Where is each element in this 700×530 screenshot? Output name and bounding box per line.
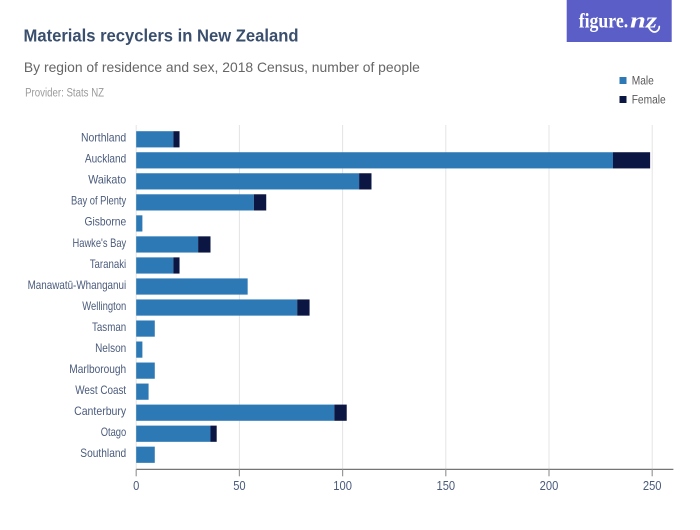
svg-text:Provider: Stats NZ: Provider: Stats NZ: [25, 88, 104, 100]
svg-text:Canterbury: Canterbury: [74, 404, 126, 418]
svg-text:By region of residence and sex: By region of residence and sex, 2018 Cen…: [24, 59, 420, 75]
svg-text:Gisborne: Gisborne: [85, 215, 127, 229]
svg-text:150: 150: [436, 478, 455, 493]
svg-text:West Coast: West Coast: [75, 383, 127, 397]
svg-text:Otago: Otago: [101, 425, 127, 439]
svg-text:Waikato: Waikato: [88, 173, 126, 187]
svg-text:50: 50: [233, 478, 246, 493]
svg-text:Marlborough: Marlborough: [69, 362, 126, 376]
svg-text:100: 100: [333, 478, 352, 493]
svg-text:Southland: Southland: [80, 446, 126, 460]
svg-text:Wellington: Wellington: [82, 299, 126, 313]
svg-text:200: 200: [540, 478, 559, 493]
svg-text:Nelson: Nelson: [95, 341, 126, 355]
svg-text:0: 0: [133, 478, 139, 493]
svg-text:Taranaki: Taranaki: [90, 257, 127, 271]
svg-text:Tasman: Tasman: [92, 320, 126, 334]
svg-text:Northland: Northland: [81, 131, 126, 145]
svg-text:Auckland: Auckland: [85, 152, 126, 166]
svg-text:Materials recyclers in New Zea: Materials recyclers in New Zealand: [24, 26, 299, 46]
svg-text:250: 250: [643, 478, 662, 493]
svg-text:Hawke's Bay: Hawke's Bay: [73, 236, 127, 250]
svg-text:Manawatū-Whanganui: Manawatū-Whanganui: [28, 278, 127, 292]
svg-text:nz: nz: [630, 8, 658, 33]
svg-text:Male: Male: [632, 75, 654, 88]
svg-text:Bay of Plenty: Bay of Plenty: [71, 194, 126, 208]
svg-text:Female: Female: [632, 94, 666, 107]
svg-text:figure.: figure.: [579, 9, 629, 33]
